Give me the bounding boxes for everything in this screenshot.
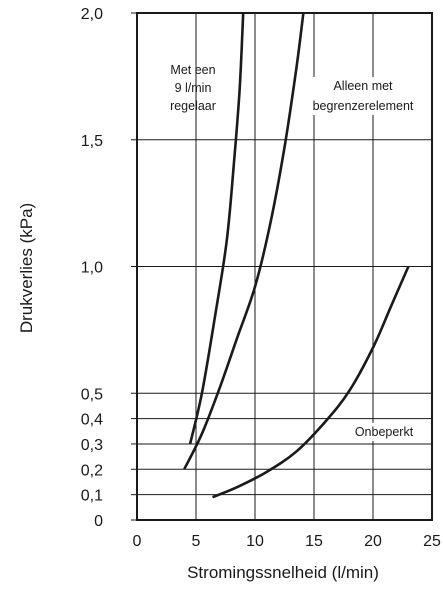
series-label-line: 9 l/min xyxy=(175,81,212,95)
x-tick-label: 25 xyxy=(423,533,441,550)
y-tick-label: 0,5 xyxy=(81,386,103,403)
plot-border xyxy=(136,12,433,521)
y-tick-label: 1,5 xyxy=(81,133,103,150)
curve-onbeperkt xyxy=(212,265,410,499)
series-label-line: regelaar xyxy=(170,99,216,113)
curve-9lmin-regelaar xyxy=(188,12,245,445)
x-tick-label: 10 xyxy=(246,533,264,550)
series-label-background xyxy=(352,423,416,441)
tick-labels: 0 5 10 15 20 25 0 0,1 0,2 0,3 0,4 0,5 1,0 1,5 2,0 xyxy=(81,6,441,550)
x-tick-label: 20 xyxy=(364,533,382,550)
y-tick-label: 1,0 xyxy=(81,260,103,277)
series-label-line: Met een xyxy=(170,63,215,77)
x-tick-label: 0 xyxy=(133,533,142,550)
x-axis-title: Stromingssnelheid (l/min) xyxy=(187,563,379,582)
label-onbeperkt: Onbeperkt xyxy=(352,423,416,441)
series-label-line: begrenzerelement xyxy=(313,99,414,113)
curves xyxy=(183,12,410,499)
y-tick-label: 0,3 xyxy=(81,437,103,454)
y-tick-label: 0,4 xyxy=(81,412,103,429)
y-axis-title: Drukverlies (kPa) xyxy=(17,203,36,333)
x-tick-label: 5 xyxy=(192,533,201,550)
y-tick-label: 0,1 xyxy=(81,488,103,505)
y-tick-label: 0,2 xyxy=(81,462,103,479)
series-label-line: Alleen met xyxy=(333,79,393,93)
curve-begrenzerelement xyxy=(183,12,305,470)
series-label-line: Onbeperkt xyxy=(355,425,414,439)
label-9lmin-regelaar: Met een 9 l/min regelaar xyxy=(170,63,216,113)
y-tick-label: 2,0 xyxy=(81,6,103,23)
y-tick-label: 0 xyxy=(94,513,103,530)
plot-frame xyxy=(131,12,433,521)
series-annotations: Met een 9 l/min regelaar Alleen met begrenze… xyxy=(170,63,416,441)
x-tick-label: 15 xyxy=(305,533,323,550)
label-begrenzerelement: Alleen met begrenzerelement xyxy=(310,77,416,115)
series-label-background xyxy=(310,77,416,115)
